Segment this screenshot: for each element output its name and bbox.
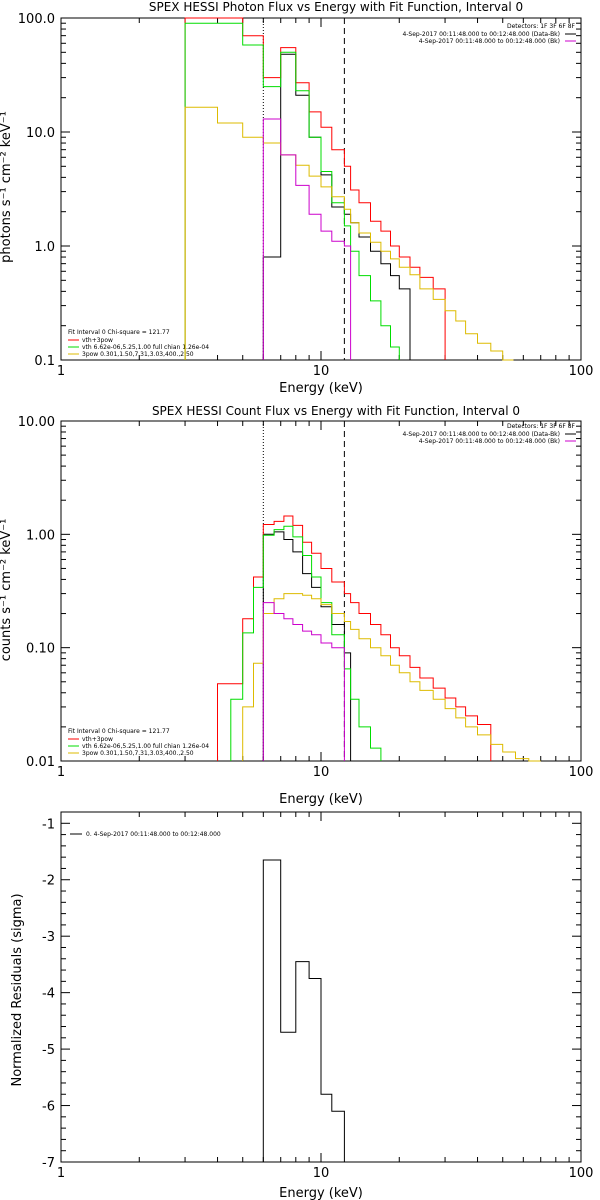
- photon-legend-label-0: vth+3pow: [82, 337, 113, 344]
- residuals-xtick-label: 10: [313, 1166, 330, 1181]
- count-flux-ylabel: counts s⁻¹ cm⁻² keV⁻¹: [0, 519, 14, 662]
- photon-xtick-label: 100: [569, 364, 594, 379]
- photon-xtick-label: 10: [313, 364, 330, 379]
- residuals-panel: Energy (keV) Normalized Residuals (sigma…: [10, 811, 594, 1200]
- photon-series-vth: [184, 22, 400, 360]
- photon-bk-interval-label: 4-Sep-2017 00:11:48.000 to 00:12:48.000 …: [419, 38, 560, 45]
- residuals-xtick-label: 1: [57, 1166, 65, 1181]
- photon-ytick-label: 100.0: [18, 12, 55, 27]
- count-xtick-label: 10: [313, 765, 330, 780]
- count-legend-label-2: 3pow 0.301,1.50,7.31,3.03,400.,2.50: [82, 750, 194, 757]
- photon-series-bk: [262, 118, 352, 360]
- residuals-ytick-label: -4: [42, 987, 55, 1002]
- count-series-bk: [262, 602, 345, 761]
- photon-series-3pow: [184, 106, 514, 361]
- count-ytick-label: 0.10: [26, 642, 55, 657]
- count-series-vth-3pow: [217, 515, 492, 761]
- residuals-ylabel: Normalized Residuals (sigma): [10, 893, 25, 1086]
- residuals-legend-label: 0. 4-Sep-2017 00:11:48.000 to 00:12:48.0…: [86, 831, 221, 838]
- count-flux-title: SPEX HESSI Count Flux vs Energy with Fit…: [152, 404, 520, 418]
- residuals-ytick-label: -6: [42, 1100, 55, 1115]
- photon-flux-xlabel: Energy (keV): [279, 381, 363, 396]
- photon-ytick-label: 10.0: [26, 126, 55, 141]
- count-series-3pow: [242, 593, 541, 762]
- count-xtick-label: 100: [569, 765, 594, 780]
- photon-detectors-label: Detectors: 1F 3F 6F 8F: [507, 23, 576, 30]
- photon-data-interval-label: 4-Sep-2017 00:11:48.000 to 00:12:48.000 …: [402, 31, 560, 38]
- photon-xtick-label: 1: [57, 364, 65, 379]
- photon-legend-label-1: vth 6.62e-06,5.25,1.00 full chian 1.26e-…: [82, 344, 209, 351]
- count-data-interval-label: 4-Sep-2017 00:11:48.000 to 00:12:48.000 …: [402, 431, 560, 438]
- photon-fit-header: Fit Interval 0 Chi-square = 121.77: [68, 329, 170, 336]
- count-ytick-label: 1.00: [26, 528, 55, 543]
- photon-plot-frame: [60, 17, 582, 361]
- count-legend-label-1: vth 6.62e-06,5.25,1.00 full chian 1.26e-…: [82, 743, 209, 750]
- photon-flux-ylabel: photons s⁻¹ cm⁻² keV⁻¹: [0, 111, 14, 263]
- residuals-ytick-label: -1: [42, 817, 55, 832]
- residuals-xlabel: Energy (keV): [279, 1186, 363, 1200]
- count-xtick-label: 1: [57, 765, 65, 780]
- count-bk-interval-label: 4-Sep-2017 00:11:48.000 to 00:12:48.000 …: [419, 438, 560, 445]
- count-legend-label-0: vth+3pow: [82, 736, 113, 743]
- count-flux-panel: SPEX HESSI Count Flux vs Energy with Fit…: [0, 404, 593, 807]
- count-flux-xlabel: Energy (keV): [279, 792, 363, 807]
- photon-legend-label-2: 3pow 0.301,1.50,7.31,3.03,400.,2.50: [82, 351, 194, 358]
- count-fit-header: Fit Interval 0 Chi-square = 121.77: [68, 728, 170, 735]
- photon-flux-title: SPEX HESSI Photon Flux vs Energy with Fi…: [149, 0, 523, 14]
- residuals-ytick-label: -3: [42, 930, 55, 945]
- count-ytick-label: 10.00: [18, 415, 55, 430]
- photon-series-vth-3pow: [184, 17, 446, 360]
- photon-flux-panel: SPEX HESSI Photon Flux vs Energy with Fi…: [0, 0, 593, 396]
- count-ytick-label: 0.01: [26, 755, 55, 770]
- residuals-series-residuals: [262, 859, 345, 1162]
- photon-ytick-label: 1.0: [34, 240, 55, 255]
- residuals-ytick-label: -2: [42, 874, 55, 889]
- photon-series-data: [262, 53, 411, 360]
- photon-ytick-label: 0.1: [34, 354, 55, 369]
- count-detectors-label: Detectors: 1F 3F 6F 8F: [507, 423, 576, 430]
- residuals-xtick-label: 100: [569, 1166, 594, 1181]
- residuals-ytick-label: -5: [42, 1043, 55, 1058]
- count-series-vth: [230, 525, 382, 761]
- count-series-data: [262, 531, 352, 761]
- residuals-ytick-label: -7: [42, 1156, 55, 1171]
